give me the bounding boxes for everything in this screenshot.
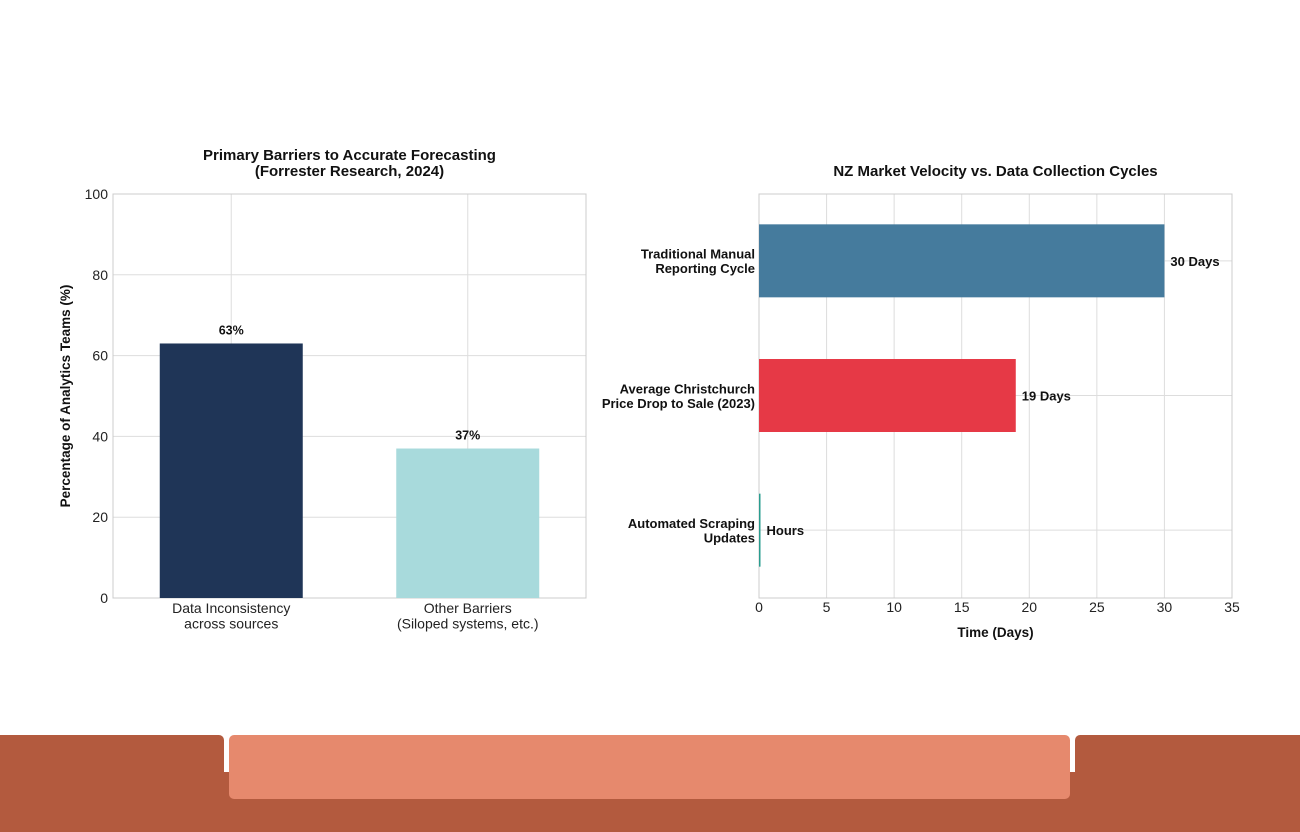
y-tick-labels: 0 20 40 60 80 100: [85, 186, 109, 606]
y-tick-label: Reporting Cycle: [655, 261, 755, 276]
data-label: Hours: [767, 523, 805, 538]
plot-frame: [112, 193, 587, 599]
x-tick-label: (Siloped systems, etc.): [397, 616, 539, 632]
chart-subtitle: (Forrester Research, 2024): [255, 163, 444, 180]
y-tick-label: 0: [100, 590, 108, 606]
chart-title: NZ Market Velocity vs. Data Collection C…: [833, 163, 1157, 180]
x-tick-label: 35: [1224, 599, 1240, 615]
chart-title: Primary Barriers to Accurate Forecasting: [203, 147, 496, 164]
y-tick-label: 60: [92, 348, 108, 364]
bar: [759, 359, 1016, 432]
x-tick-label: Data Inconsistency: [172, 600, 290, 616]
x-tick-label: 15: [954, 599, 970, 615]
x-tick-label: 5: [823, 599, 831, 615]
data-label: 19 Days: [1022, 389, 1071, 404]
y-tick-label: 80: [92, 267, 108, 283]
bar: [396, 448, 540, 598]
x-axis-label: Time (Days): [957, 625, 1033, 640]
y-tick-label: Price Drop to Sale (2023): [602, 396, 755, 411]
x-tick-labels: 0 5 10 15 20 25 30 35: [755, 599, 1240, 615]
data-labels: 30 Days 19 Days Hours: [767, 254, 1220, 538]
y-axis-label: Percentage of Analytics Teams (%): [58, 285, 73, 508]
y-tick-label: Average Christchurch: [620, 381, 755, 396]
footer-decoration: [0, 735, 1300, 832]
x-tick-label: 0: [755, 599, 763, 615]
data-label: 37%: [455, 429, 480, 443]
data-label: 30 Days: [1170, 254, 1219, 269]
x-tick-label: 10: [886, 599, 902, 615]
x-tick-label: 20: [1021, 599, 1037, 615]
bars: [759, 224, 1165, 567]
y-tick-label: 20: [92, 509, 108, 525]
bar: [759, 493, 761, 567]
footer-center-panel: [229, 735, 1070, 799]
x-tick-label: 30: [1157, 599, 1173, 615]
footer-left-tab: [0, 735, 224, 832]
y-tick-label: Traditional Manual: [641, 247, 755, 262]
velocity-chart: 30 Days 19 Days Hours Traditional ManualRe…: [602, 163, 1240, 640]
barriers-chart: 63% 37% 0 20 40 60 80 100 Data Inconsistencyac…: [58, 147, 587, 632]
data-label: 63%: [219, 323, 244, 337]
bar: [759, 224, 1165, 298]
y-tick-label: 40: [92, 428, 108, 444]
y-tick-label: 100: [85, 186, 109, 202]
bar: [159, 343, 303, 598]
x-tick-label: 25: [1089, 599, 1105, 615]
y-tick-label: Updates: [704, 530, 755, 545]
footer-right-tab: [1075, 735, 1300, 832]
bars: [159, 343, 540, 598]
x-tick-label: Other Barriers: [424, 600, 512, 616]
y-tick-label: Automated Scraping: [628, 516, 755, 531]
x-tick-label: across sources: [184, 616, 278, 632]
data-labels: 63% 37%: [219, 323, 481, 442]
